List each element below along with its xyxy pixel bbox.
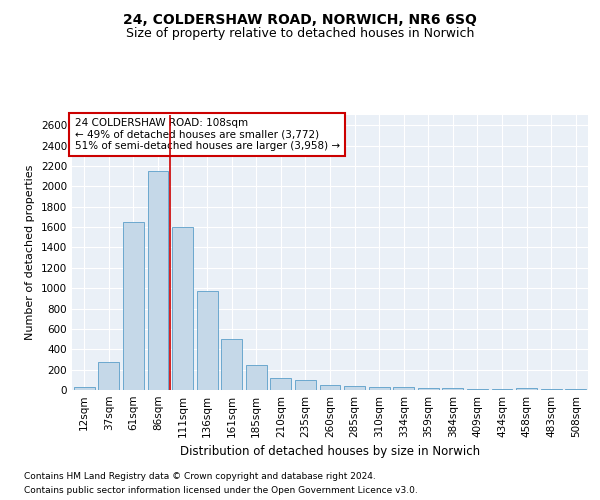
Bar xyxy=(368,388,389,390)
Bar xyxy=(221,339,242,390)
Bar xyxy=(344,386,365,390)
Bar xyxy=(320,385,340,390)
Bar xyxy=(246,364,267,390)
Bar xyxy=(148,171,169,390)
Bar xyxy=(172,227,193,390)
Bar xyxy=(418,388,439,390)
Bar xyxy=(98,362,119,390)
Text: Contains public sector information licensed under the Open Government Licence v3: Contains public sector information licen… xyxy=(24,486,418,495)
Bar xyxy=(123,222,144,390)
X-axis label: Distribution of detached houses by size in Norwich: Distribution of detached houses by size … xyxy=(180,446,480,458)
Bar xyxy=(74,388,95,390)
Bar xyxy=(295,380,316,390)
Bar xyxy=(393,388,414,390)
Text: Contains HM Land Registry data © Crown copyright and database right 2024.: Contains HM Land Registry data © Crown c… xyxy=(24,472,376,481)
Text: 24, COLDERSHAW ROAD, NORWICH, NR6 6SQ: 24, COLDERSHAW ROAD, NORWICH, NR6 6SQ xyxy=(123,12,477,26)
Bar xyxy=(197,290,218,390)
Bar xyxy=(442,388,463,390)
Bar xyxy=(271,378,292,390)
Bar xyxy=(516,388,537,390)
Bar xyxy=(467,389,488,390)
Text: Size of property relative to detached houses in Norwich: Size of property relative to detached ho… xyxy=(126,28,474,40)
Y-axis label: Number of detached properties: Number of detached properties xyxy=(25,165,35,340)
Text: 24 COLDERSHAW ROAD: 108sqm
← 49% of detached houses are smaller (3,772)
51% of s: 24 COLDERSHAW ROAD: 108sqm ← 49% of deta… xyxy=(74,118,340,151)
